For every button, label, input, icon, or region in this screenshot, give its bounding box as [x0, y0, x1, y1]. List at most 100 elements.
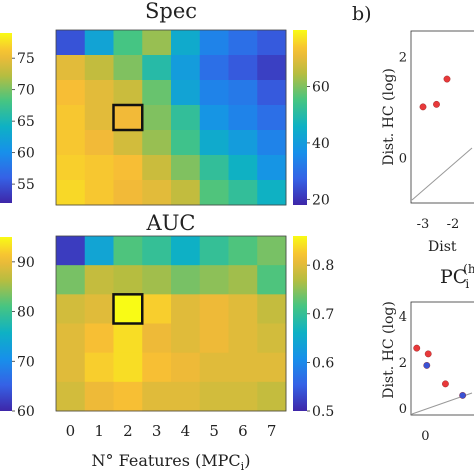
scatter-top-x-axis-label: Dist	[428, 239, 457, 255]
scatter-bottom: PCi(h 0 2 4 0 Dist. HC (log)	[381, 262, 474, 444]
scatter-bottom-title: PCi(h	[440, 262, 474, 291]
heatmap-cell	[56, 265, 86, 295]
heatmap-cell	[199, 55, 229, 81]
heatmap-cell	[113, 80, 143, 106]
heatmap-cell	[142, 294, 172, 324]
heatmap-cell	[171, 265, 201, 295]
heatmap-cell	[228, 180, 258, 206]
red-point	[424, 350, 432, 358]
left-colorbar-top-bar	[0, 33, 12, 203]
spec-title: Spec	[145, 0, 197, 23]
scatter-bottom-title-sup: (h	[463, 262, 474, 276]
heatmap-cell	[113, 130, 143, 156]
heatmap-cell	[199, 381, 229, 412]
heatmap-cell	[113, 323, 143, 354]
scatter-top-y-axis-label: Dist. HC (log)	[381, 68, 397, 166]
colorbar-tick-label: 90	[17, 255, 35, 271]
auc-colorbar: 0.5 0.6 0.7 0.8	[293, 236, 334, 420]
heatmap-cell	[171, 236, 201, 266]
heatmap-cell	[228, 105, 258, 131]
heatmap-cell	[228, 130, 258, 156]
heatmap-cell	[56, 80, 86, 106]
x-tick-label: -2	[447, 217, 460, 232]
colorbar-tick-label: 0.5	[312, 404, 334, 420]
heatmap-cell	[56, 105, 86, 131]
heatmap-cell	[171, 30, 201, 56]
heatmap-cell	[199, 323, 229, 354]
spec-colorbar-ticks: 20 40 60	[307, 79, 330, 208]
heatmap-cell	[228, 55, 258, 81]
heatmap-cell	[199, 155, 229, 181]
heatmap-cell	[84, 381, 114, 412]
y-tick-label: 2	[399, 50, 407, 65]
heatmap-cell	[257, 30, 287, 56]
heatmap-cell	[257, 105, 287, 131]
x-tick-label: 5	[209, 422, 219, 440]
heatmap-cell	[113, 105, 143, 131]
x-tick-label: 7	[267, 422, 277, 440]
heatmap-cell	[257, 80, 287, 106]
colorbar-tick-label: 60	[17, 146, 35, 162]
heatmap-cell	[142, 80, 172, 106]
heatmap-cell	[56, 130, 86, 156]
y-tick-label: 2	[399, 356, 407, 371]
scatter-top-reference-line	[411, 147, 473, 201]
red-point	[443, 75, 451, 83]
x-tick-label: 0	[421, 429, 429, 444]
auc-x-axis-label-main: N° Features (MPC	[92, 451, 241, 470]
colorbar-tick-label: 20	[312, 192, 330, 208]
spec-heatmap	[56, 30, 287, 206]
heatmap-cell	[228, 236, 258, 266]
heatmap-cell	[113, 55, 143, 81]
heatmap-cell	[257, 180, 287, 206]
heatmap-cell	[228, 30, 258, 56]
left-colorbar-bottom-ticks: 60 70 80 90	[12, 255, 35, 420]
heatmap-cell	[228, 80, 258, 106]
heatmap-cell	[171, 381, 201, 412]
heatmap-cell	[113, 30, 143, 56]
red-point	[433, 100, 440, 108]
heatmap-cell	[228, 294, 258, 324]
x-tick-label: -3	[417, 217, 430, 232]
highlight-box	[112, 293, 144, 325]
x-tick-label: 0	[66, 422, 76, 440]
scatter-bottom-title-sub: i	[465, 277, 469, 291]
heatmap-cell	[84, 352, 114, 383]
heatmap-cell	[56, 55, 86, 81]
auc-colorbar-ticks: 0.5 0.6 0.7 0.8	[307, 258, 334, 420]
colorbar-tick-label: 75	[17, 51, 35, 67]
scatter-top-frame	[410, 30, 474, 204]
heatmap-cell	[257, 352, 287, 383]
heatmap-cell	[171, 130, 201, 156]
left-colorbar-top: 55 60 65 70 75	[0, 33, 35, 203]
heatmap-cell	[228, 323, 258, 354]
heatmap-cell	[257, 294, 287, 324]
scatter-bottom-ticks: 0 2 4 0	[399, 310, 430, 444]
auc-x-axis-label: N° Features (MPCi)	[92, 451, 251, 473]
heatmap-cell	[84, 130, 114, 156]
heatmap-cell	[228, 155, 258, 181]
colorbar-tick-label: 55	[17, 177, 35, 193]
heatmap-cell	[257, 265, 287, 295]
heatmap-cell	[84, 30, 114, 56]
heatmap-cell	[171, 352, 201, 383]
heatmap-cell	[142, 105, 172, 131]
x-tick-label: 4	[181, 422, 191, 440]
heatmap-cell	[84, 180, 114, 206]
heatmap-cell	[199, 294, 229, 324]
auc-heatmap-frame	[55, 235, 287, 412]
colorbar-tick-label: 65	[17, 114, 35, 130]
heatmap-cell	[199, 80, 229, 106]
auc-colorbar-bar	[293, 236, 307, 411]
colorbar-tick-label: 70	[17, 354, 35, 370]
heatmap-cell	[199, 30, 229, 56]
y-tick-label: 4	[399, 310, 407, 325]
scatter-top-points	[419, 75, 451, 111]
left-colorbar-bottom: 60 70 80 90	[0, 237, 35, 420]
heatmap-cell	[56, 352, 86, 383]
heatmap-cell	[171, 55, 201, 81]
red-point	[413, 344, 421, 352]
spec-heatmap-frame	[55, 29, 287, 206]
scatter-bottom-y-axis-label: Dist. HC (log)	[381, 301, 397, 399]
